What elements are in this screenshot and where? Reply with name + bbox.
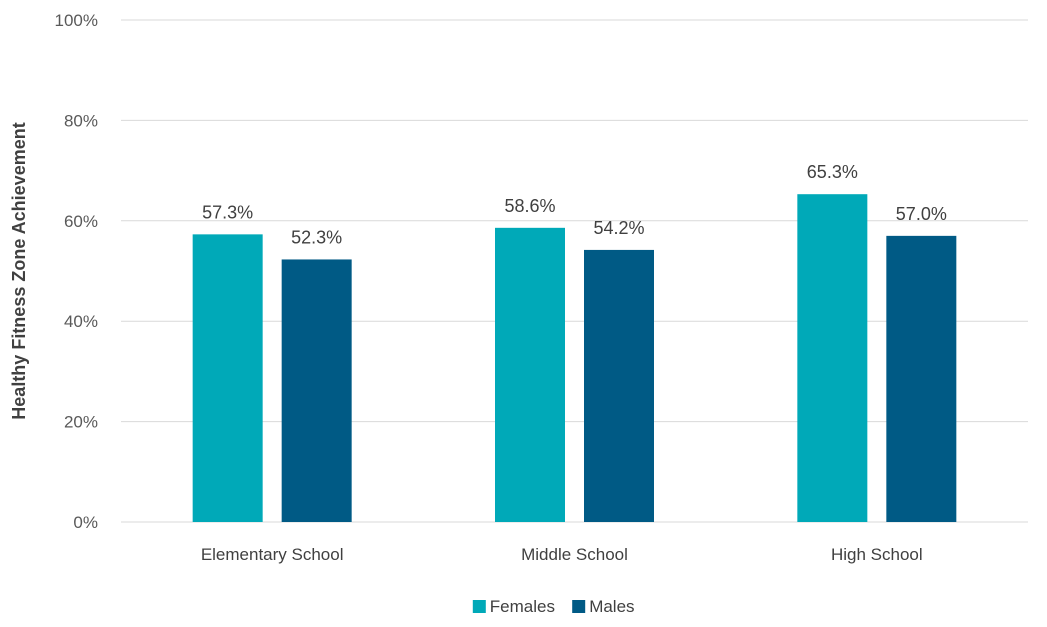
legend-swatch-males — [572, 600, 586, 613]
y-tick-label: 0% — [73, 513, 98, 532]
bar-females — [192, 234, 263, 522]
data-label: 54.2% — [593, 218, 644, 238]
data-label: 58.6% — [504, 196, 555, 216]
legend: Females Males — [472, 597, 635, 616]
bar-males — [281, 259, 352, 522]
data-label: 57.0% — [896, 204, 947, 224]
bars — [192, 194, 957, 523]
data-label: 65.3% — [807, 162, 858, 182]
y-tick-label: 60% — [64, 212, 98, 231]
bar-males — [584, 249, 654, 522]
legend-swatch-females — [472, 600, 486, 613]
data-label: 57.3% — [202, 202, 253, 222]
y-tick-label: 80% — [64, 111, 98, 130]
x-category-label: Middle School — [521, 545, 628, 564]
bar-males — [886, 235, 957, 523]
y-tick-label: 40% — [64, 312, 98, 331]
bar-females — [797, 194, 868, 522]
y-axis-title: Healthy Fitness Zone Achievement — [9, 122, 29, 419]
data-label: 52.3% — [291, 227, 342, 247]
y-tick-label: 100% — [55, 11, 98, 30]
gridlines — [121, 19, 1028, 523]
data-labels: 57.3% 52.3% 58.6% 54.2% 65.3% 57.0% — [202, 162, 947, 247]
x-category-label: Elementary School — [201, 545, 344, 564]
bar-females — [495, 227, 565, 522]
x-axis-categories: Elementary School Middle School High Schoo… — [201, 545, 923, 564]
x-category-label: High School — [831, 545, 923, 564]
legend-label: Males — [589, 597, 634, 616]
y-axis-ticks: 0% 20% 40% 60% 80% 100% — [55, 11, 98, 532]
y-tick-label: 20% — [64, 413, 98, 432]
legend-label: Females — [490, 597, 555, 616]
